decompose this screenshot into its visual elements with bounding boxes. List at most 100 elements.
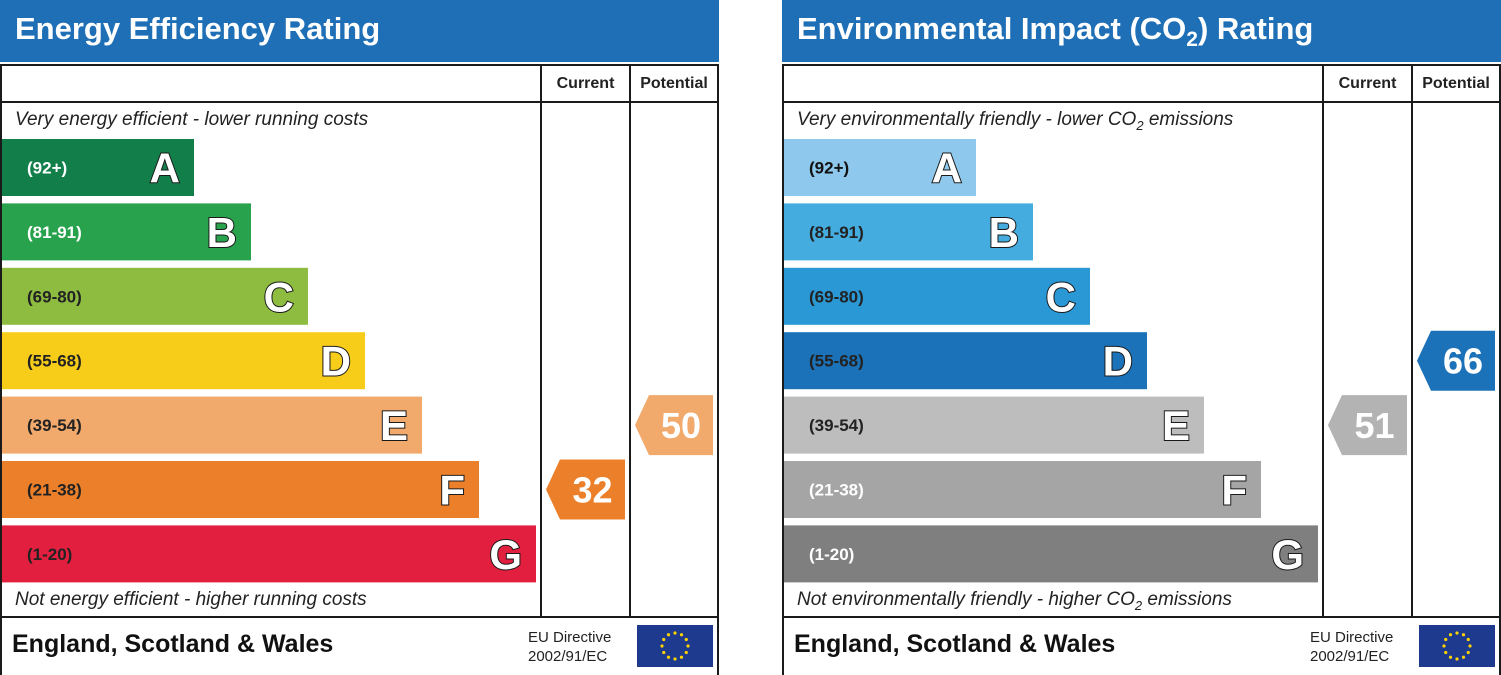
eu-star (1466, 650, 1470, 655)
eu-star (684, 650, 688, 655)
band-range-label: (81-91) (809, 223, 864, 242)
band-letter-label: A (932, 145, 962, 192)
band-letter-label: D (321, 338, 351, 385)
eu-star (1448, 633, 1453, 637)
potential-column-header: Potential (640, 75, 708, 92)
potential-rating-arrow: 50 (635, 395, 713, 456)
eu-directive-label: EU Directive 2002/91/EC (528, 628, 611, 666)
directive-line: 2002/91/EC (528, 648, 608, 665)
eu-star (684, 637, 688, 642)
rating-bars-chart: (92+) A (81-91) B (69-80) C (55-68) D (39-54) E (2… (2, 139, 713, 583)
band-range-label: (69-80) (27, 287, 82, 306)
eu-star (1461, 655, 1466, 659)
current-rating-arrow-value: 32 (572, 470, 612, 511)
eu-flag-icon (637, 625, 713, 667)
eu-star (679, 655, 684, 659)
eu-star (1466, 637, 1470, 642)
band-bar-f (2, 461, 479, 518)
rating-frame (0, 64, 719, 675)
band-range-label: (21-38) (809, 481, 864, 500)
band-range-label: (81-91) (27, 223, 82, 242)
eu-star (673, 631, 677, 635)
divider (629, 64, 631, 617)
band-bar-b (784, 203, 1033, 261)
current-column-header: Current (1338, 75, 1397, 92)
divider (540, 64, 542, 617)
band-bar-c (784, 267, 1090, 325)
band-letter-label: C (1046, 273, 1076, 320)
directive-line: EU Directive (528, 629, 612, 646)
band-range-label: (1-20) (809, 545, 854, 564)
band-bar-g (2, 525, 536, 583)
band-letter-label: D (1103, 338, 1133, 385)
band-bar-d (2, 332, 365, 390)
current-rating-arrow: 32 (546, 459, 625, 520)
panel-title: Environmental Impact (CO2) Rating (782, 0, 1501, 62)
eu-star (1444, 637, 1448, 642)
band-bar-g (784, 525, 1318, 583)
eu-star (1442, 644, 1446, 648)
band-range-label: (39-54) (27, 416, 82, 435)
bottom-caption: Not energy efficient - higher running co… (15, 589, 367, 610)
band-letter-label: A (150, 145, 180, 192)
band-bar-b (2, 203, 251, 261)
eu-star (679, 633, 684, 637)
panel-title: Energy Efficiency Rating (0, 0, 719, 62)
band-letter-label: E (1162, 402, 1190, 449)
directive-line: EU Directive (1310, 629, 1394, 646)
potential-rating-arrow-shape (1417, 330, 1495, 391)
rating-frame (782, 64, 1501, 675)
band-letter-label: C (264, 273, 294, 320)
current-rating-arrow-value: 51 (1354, 405, 1394, 446)
band-range-label: (69-80) (809, 287, 864, 306)
band-letter-label: B (207, 209, 237, 256)
eu-star (1455, 657, 1459, 661)
band-bar-d (784, 332, 1147, 390)
band-range-label: (21-38) (27, 481, 82, 500)
rating-bars-chart: (92+) A (81-91) B (69-80) C (55-68) D (39-54) E (2… (784, 139, 1495, 583)
region-label: England, Scotland & Wales (794, 630, 1116, 658)
divider (1411, 64, 1413, 617)
potential-rating-arrow: 66 (1417, 330, 1495, 391)
band-range-label: (1-20) (27, 545, 72, 564)
potential-column-header: Potential (1422, 75, 1490, 92)
band-bar-c (2, 267, 308, 325)
top-caption: Very energy efficient - lower running co… (15, 109, 369, 130)
band-letter-label: F (1221, 467, 1247, 514)
bottom-caption: Not environmentally friendly - higher CO… (797, 589, 1232, 613)
eu-star (662, 650, 666, 655)
band-letter-label: F (439, 467, 465, 514)
eu-flag-icon (1419, 625, 1495, 667)
eu-star (1461, 633, 1466, 637)
eu-star (1444, 650, 1448, 655)
band-letter-label: G (1271, 531, 1304, 578)
divider (0, 616, 719, 618)
environmental-impact-panel: Environmental Impact (CO2) Rating Curren… (782, 0, 1501, 675)
eu-directive-label: EU Directive 2002/91/EC (1310, 628, 1393, 666)
potential-rating-arrow-shape (635, 395, 713, 456)
eu-star (666, 633, 671, 637)
band-letter-label: G (489, 531, 522, 578)
band-range-label: (55-68) (809, 352, 864, 371)
eu-star (662, 637, 666, 642)
top-caption: Very environmentally friendly - lower CO… (797, 109, 1234, 133)
band-letter-label: E (380, 402, 408, 449)
eu-star (1468, 644, 1472, 648)
eu-star (686, 644, 690, 648)
divider (782, 101, 1501, 103)
directive-line: 2002/91/EC (1310, 648, 1390, 665)
band-bar-a (2, 139, 194, 196)
band-bar-e (2, 396, 422, 454)
current-rating-arrow-shape (546, 459, 625, 520)
eu-star (660, 644, 664, 648)
current-rating-arrow: 51 (1328, 395, 1407, 456)
band-bar-f (784, 461, 1261, 518)
band-bar-e (784, 396, 1204, 454)
eu-star (1455, 631, 1459, 635)
divider (1322, 64, 1324, 617)
band-range-label: (39-54) (809, 416, 864, 435)
current-rating-arrow-shape (1328, 395, 1407, 456)
band-range-label: (92+) (809, 159, 849, 178)
eu-star (1448, 655, 1453, 659)
region-label: England, Scotland & Wales (12, 630, 334, 658)
